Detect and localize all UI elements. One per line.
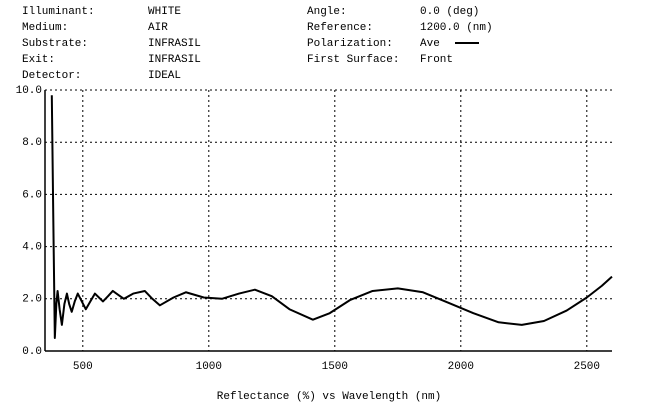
info-value: INFRASIL [148, 54, 201, 66]
y-tick-label: 4.0 [22, 242, 42, 254]
legend-label: Ave [420, 38, 440, 50]
y-tick-label: 10.0 [16, 85, 42, 97]
info-value: INFRASIL [148, 38, 201, 50]
data-line [50, 95, 613, 339]
info-value: IDEAL [148, 70, 181, 82]
info-label: Substrate: [22, 38, 88, 50]
x-tick-label: 2500 [574, 361, 600, 373]
info-value: Front [420, 54, 453, 66]
x-axis-title: Reflectance (%) vs Wavelength (nm) [217, 391, 441, 403]
info-label: Illuminant: [22, 6, 95, 18]
x-tick-label: 500 [73, 361, 93, 373]
x-tick-label: 1000 [196, 361, 222, 373]
info-label: Reference: [307, 22, 373, 34]
y-tick-label: 8.0 [22, 137, 42, 149]
info-label: Angle: [307, 6, 347, 18]
info-label: Exit: [22, 54, 55, 66]
info-value: 0.0 (deg) [420, 6, 479, 18]
x-tick-label: 1500 [322, 361, 348, 373]
y-tick-label: 2.0 [22, 294, 42, 306]
info-value: WHITE [148, 6, 181, 18]
x-tick-label: 2000 [448, 361, 474, 373]
info-label: Detector: [22, 70, 81, 82]
info-label: Polarization: [307, 38, 393, 50]
info-label: First Surface: [307, 54, 399, 66]
y-tick-label: 6.0 [22, 189, 42, 201]
info-label: Medium: [22, 22, 68, 34]
y-tick-label: 0.0 [22, 346, 42, 358]
info-value: AIR [148, 22, 168, 34]
info-value: 1200.0 (nm) [420, 22, 493, 34]
